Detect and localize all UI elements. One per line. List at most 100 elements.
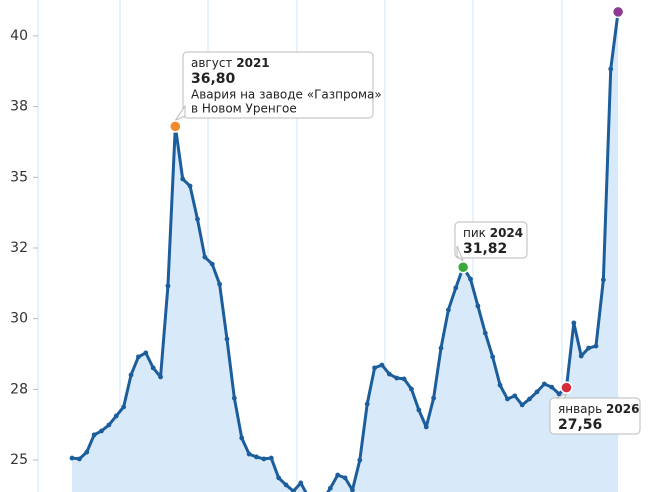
y-tick-label: 28 [10,381,28,397]
point [342,475,348,481]
point [113,413,119,419]
point [254,454,259,460]
point [593,343,599,349]
y-tick-label: 40 [10,28,28,44]
highlight-point [560,381,573,394]
point [527,396,532,402]
point [136,354,141,360]
point [468,276,473,282]
point [209,261,215,267]
callout-lead: август [191,56,232,70]
point [231,395,237,401]
point [549,384,555,390]
y-tick-label: 35 [10,169,28,185]
point [239,435,245,441]
point [423,424,429,430]
point [364,401,370,407]
point [298,480,304,486]
callout-pointer [555,392,568,399]
point [431,395,437,401]
point [143,350,149,356]
callout-title: пик 2024 [463,226,523,240]
value-label: 31,82 [463,241,507,257]
point [246,451,252,457]
point [445,307,451,313]
point [608,66,614,72]
point [475,303,481,309]
point [187,183,193,189]
point [150,365,156,371]
value-label: 27,56 [558,417,602,433]
point [158,374,163,380]
point [586,345,591,351]
point [438,345,444,351]
area [72,11,619,492]
point [276,475,282,481]
point [534,389,540,395]
callout-year: 2021 [236,56,269,70]
point [386,371,392,377]
y-tick-label: 38 [10,99,28,115]
point [401,376,407,382]
point [357,457,363,463]
highlight-point [456,260,470,274]
point [76,456,82,462]
point [541,381,547,387]
point [372,365,377,371]
point [505,396,510,402]
point [217,281,223,287]
callout-title: август 2021 [191,56,270,70]
callout-note: Авария на заводе «Газпрома» [191,88,382,102]
point [556,391,562,397]
point [165,283,171,289]
point [335,472,341,478]
callout-box [454,221,528,259]
point [394,375,400,381]
point [416,407,422,413]
point [261,456,267,462]
highlight-point [169,120,182,133]
y-tick-label: 32 [10,240,28,256]
callout-lead: январь [558,402,602,416]
callout-box [549,397,641,435]
point [490,354,496,360]
end-point [611,5,625,19]
callout-pointer [173,104,186,122]
callout-year: 2024 [490,226,523,240]
point [497,382,503,388]
callout-pointer [456,245,464,262]
point [291,488,296,492]
callout-note: в Новом Уренгое [191,102,297,116]
point [84,449,90,455]
point [350,487,355,492]
point [327,485,333,491]
point [283,482,289,488]
point [195,216,200,222]
point [578,353,584,359]
callout-title: январь 2026 [558,402,639,416]
point [600,277,606,283]
point [99,428,104,434]
point [91,432,97,438]
value-label: 36,80 [191,71,236,87]
point [453,285,459,291]
point [224,336,230,342]
point [268,455,274,461]
point [106,422,112,428]
point [180,176,186,182]
point [69,455,75,461]
point [379,362,385,368]
callout-lead: пик [463,226,486,240]
point [571,320,577,326]
point [482,330,488,336]
callout-box [182,51,374,119]
y-tick-label: 30 [10,311,28,327]
callout-year: 2026 [606,402,639,416]
y-tick-label: 25 [10,452,28,468]
point [512,393,518,399]
point [202,254,208,260]
point [121,404,127,410]
point [409,386,414,392]
point [519,402,525,408]
